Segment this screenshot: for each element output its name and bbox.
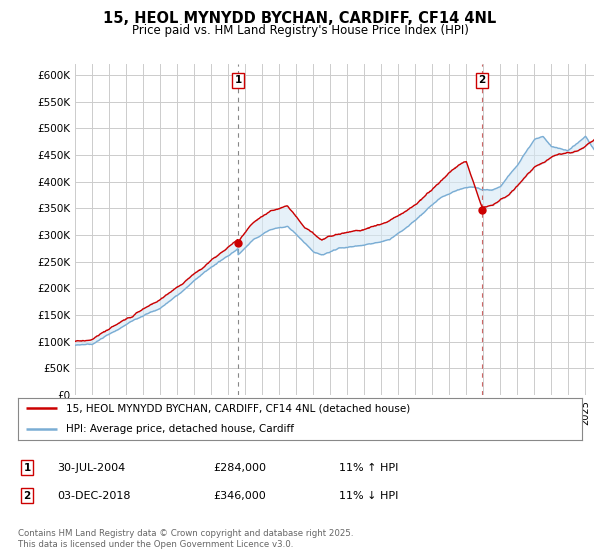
Text: £284,000: £284,000	[213, 463, 266, 473]
Text: 03-DEC-2018: 03-DEC-2018	[57, 491, 131, 501]
Text: 2: 2	[478, 76, 485, 85]
Text: Contains HM Land Registry data © Crown copyright and database right 2025.
This d: Contains HM Land Registry data © Crown c…	[18, 529, 353, 549]
Text: £346,000: £346,000	[213, 491, 266, 501]
Text: 1: 1	[235, 76, 242, 85]
Text: Price paid vs. HM Land Registry's House Price Index (HPI): Price paid vs. HM Land Registry's House …	[131, 24, 469, 36]
Text: 15, HEOL MYNYDD BYCHAN, CARDIFF, CF14 4NL: 15, HEOL MYNYDD BYCHAN, CARDIFF, CF14 4N…	[103, 11, 497, 26]
Text: 15, HEOL MYNYDD BYCHAN, CARDIFF, CF14 4NL (detached house): 15, HEOL MYNYDD BYCHAN, CARDIFF, CF14 4N…	[66, 403, 410, 413]
Text: 1: 1	[23, 463, 31, 473]
Text: HPI: Average price, detached house, Cardiff: HPI: Average price, detached house, Card…	[66, 424, 294, 434]
Text: 11% ↓ HPI: 11% ↓ HPI	[339, 491, 398, 501]
Text: 30-JUL-2004: 30-JUL-2004	[57, 463, 125, 473]
Text: 2: 2	[23, 491, 31, 501]
Text: 11% ↑ HPI: 11% ↑ HPI	[339, 463, 398, 473]
